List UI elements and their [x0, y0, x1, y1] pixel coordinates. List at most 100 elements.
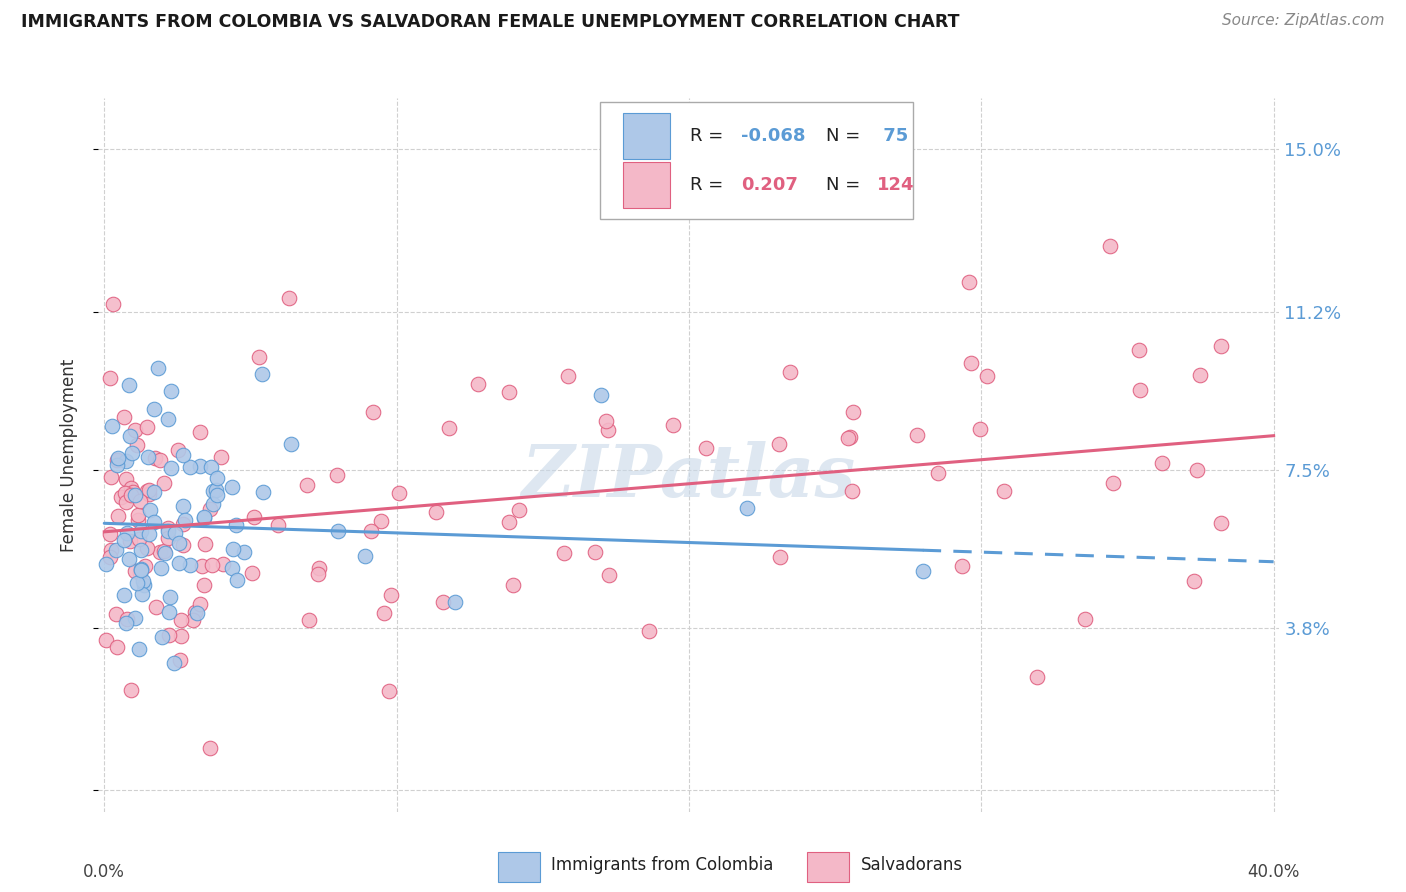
Point: [131, 574, 153, 589]
Point: [221, 560, 243, 574]
Point: [354, 549, 377, 564]
Text: 124: 124: [877, 176, 914, 194]
Point: [98, 371, 121, 385]
Point: [326, 524, 349, 538]
Point: [118, 533, 141, 548]
Point: [167, 557, 190, 571]
Point: [444, 595, 467, 609]
Point: [204, 483, 226, 497]
Point: [388, 486, 411, 500]
Point: [201, 558, 224, 572]
Point: [114, 486, 136, 500]
Point: [148, 361, 170, 376]
Point: [152, 630, 174, 644]
Point: [905, 428, 928, 442]
Point: [115, 454, 138, 468]
Point: [360, 524, 382, 538]
Text: Immigrants from Colombia: Immigrants from Colombia: [551, 856, 773, 874]
Point: [170, 629, 193, 643]
Text: 0.207: 0.207: [741, 176, 797, 194]
Point: [98, 527, 121, 541]
Point: [181, 613, 204, 627]
Point: [167, 442, 190, 457]
Point: [157, 524, 180, 538]
Point: [115, 525, 138, 540]
Point: [129, 562, 152, 576]
Point: [163, 657, 186, 671]
Point: [138, 487, 160, 501]
Point: [157, 605, 180, 619]
Point: [307, 566, 329, 581]
Point: [172, 448, 194, 462]
Text: 0.0%: 0.0%: [83, 863, 125, 881]
Point: [172, 538, 194, 552]
Point: [432, 594, 454, 608]
Point: [136, 450, 159, 464]
Point: [226, 573, 249, 587]
Point: [153, 544, 176, 558]
Text: 40.0%: 40.0%: [1247, 863, 1299, 881]
Point: [139, 503, 162, 517]
Point: [378, 683, 401, 698]
Point: [837, 431, 859, 445]
Point: [194, 537, 217, 551]
Point: [277, 291, 299, 305]
Point: [959, 356, 981, 370]
Text: R =: R =: [690, 128, 730, 145]
Point: [127, 508, 149, 523]
Point: [596, 423, 619, 437]
Point: [202, 484, 225, 499]
Point: [124, 423, 146, 437]
Point: [100, 542, 122, 557]
Point: [129, 542, 152, 557]
Point: [839, 430, 862, 444]
Point: [969, 422, 991, 436]
Point: [198, 501, 221, 516]
Point: [250, 367, 273, 381]
Point: [425, 505, 447, 519]
Point: [591, 388, 613, 402]
Point: [156, 521, 179, 535]
Point: [363, 405, 385, 419]
Point: [105, 453, 128, 467]
Point: [298, 613, 321, 627]
Point: [101, 418, 124, 433]
Point: [160, 384, 183, 398]
Point: [110, 490, 132, 504]
Point: [205, 487, 228, 501]
Point: [170, 613, 193, 627]
Point: [295, 478, 318, 492]
Point: [105, 458, 128, 472]
Point: [1101, 475, 1123, 490]
Point: [957, 275, 980, 289]
Point: [128, 532, 150, 546]
Point: [118, 377, 141, 392]
Point: [132, 577, 155, 591]
Y-axis label: Female Unemployment: Female Unemployment: [59, 359, 77, 551]
Point: [118, 551, 141, 566]
Point: [950, 559, 973, 574]
Point: [193, 510, 215, 524]
Point: [737, 501, 759, 516]
Point: [207, 471, 229, 485]
Text: IMMIGRANTS FROM COLOMBIA VS SALVADORAN FEMALE UNEMPLOYMENT CORRELATION CHART: IMMIGRANTS FROM COLOMBIA VS SALVADORAN F…: [21, 13, 959, 31]
Point: [94, 632, 117, 647]
Point: [128, 566, 150, 580]
Point: [156, 531, 179, 545]
Point: [121, 485, 143, 500]
Point: [1099, 238, 1122, 252]
Point: [143, 516, 166, 530]
Text: 75: 75: [877, 128, 908, 145]
Point: [131, 587, 153, 601]
Point: [267, 517, 290, 532]
FancyBboxPatch shape: [623, 162, 671, 208]
Point: [105, 542, 128, 557]
FancyBboxPatch shape: [600, 102, 914, 219]
Point: [149, 544, 172, 558]
Point: [135, 483, 157, 498]
Text: -0.068: -0.068: [741, 128, 806, 145]
Point: [120, 682, 142, 697]
Point: [498, 385, 520, 400]
Point: [247, 351, 270, 365]
Point: [134, 558, 156, 573]
